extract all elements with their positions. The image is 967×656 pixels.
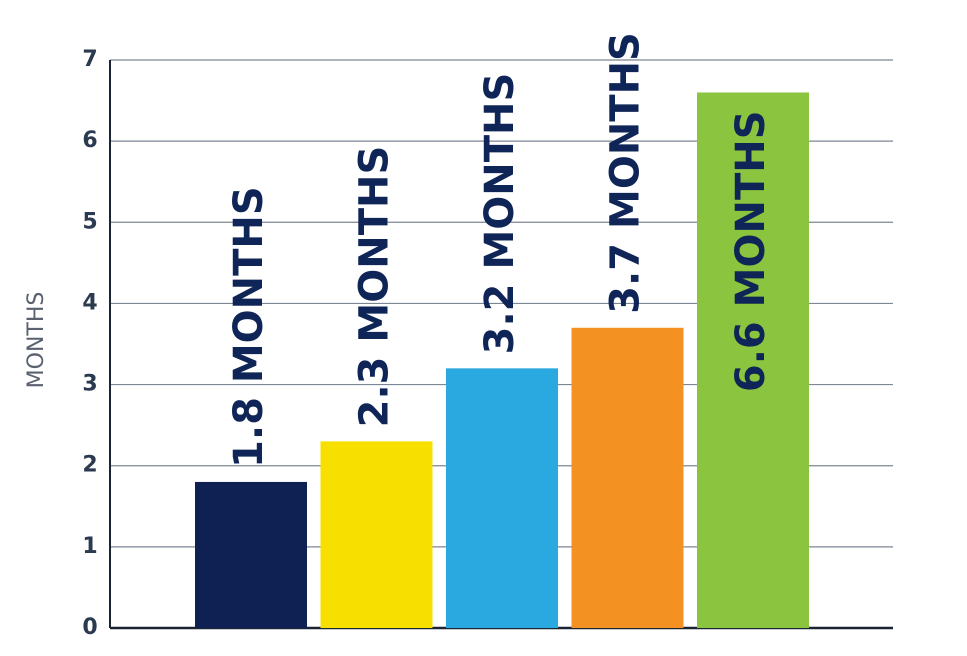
value-label: 2.3 MONTHS bbox=[352, 146, 398, 428]
y-tick-label: 0 bbox=[82, 615, 97, 640]
y-tick-label: 5 bbox=[82, 209, 97, 234]
y-tick-label: 7 bbox=[82, 47, 97, 72]
y-tick-label: 3 bbox=[82, 372, 97, 397]
bar bbox=[446, 368, 558, 628]
bar bbox=[697, 92, 809, 628]
y-tick-label: 1 bbox=[82, 534, 97, 559]
y-tick-label: 6 bbox=[82, 128, 97, 153]
bar bbox=[195, 481, 307, 628]
value-label: 3.7 MONTHS bbox=[603, 32, 649, 314]
value-label: 6.6 MONTHS bbox=[728, 110, 774, 392]
value-label: 3.2 MONTHS bbox=[477, 73, 523, 355]
y-tick-label: 2 bbox=[82, 453, 97, 478]
y-tick-label: 4 bbox=[82, 290, 97, 315]
y-axis-label: MONTHS bbox=[24, 292, 49, 389]
value-label: 1.8 MONTHS bbox=[226, 186, 272, 468]
bar bbox=[571, 327, 684, 628]
bar bbox=[320, 441, 433, 628]
